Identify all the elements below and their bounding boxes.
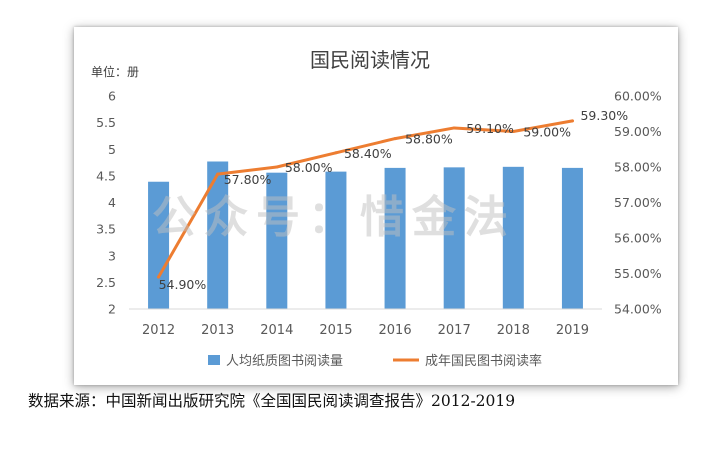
bar-2018 xyxy=(502,166,524,309)
left-tick-label: 5.5 xyxy=(96,115,116,130)
line-data-label: 58.40% xyxy=(344,146,392,161)
x-axis-ticks: 2012 2013 2014 2015 2016 2017 2018 2019 xyxy=(142,323,589,338)
x-tick-label: 2017 xyxy=(438,323,471,338)
line-point-2018 xyxy=(511,130,515,133)
line-point-2012 xyxy=(157,275,161,279)
right-tick-label: 55.00% xyxy=(614,266,662,281)
right-tick-label: 56.00% xyxy=(614,231,662,246)
left-tick-label: 3.5 xyxy=(96,222,116,237)
line-data-labels: 54.90% 57.80% 58.00% 58.40% 58.80% 59.10% 59.0… xyxy=(159,108,629,292)
chart-title: 国民阅读情况 xyxy=(310,48,430,72)
right-tick-label: 60.00% xyxy=(614,89,662,104)
right-axis-ticks: 60.00% 59.00% 58.00% 57.00% 56.00% 55.00% 54.0… xyxy=(614,89,662,317)
right-tick-label: 57.00% xyxy=(614,195,662,210)
x-tick-label: 2018 xyxy=(497,323,530,338)
left-tick-label: 4.5 xyxy=(96,168,116,183)
left-tick-label: 3 xyxy=(108,248,116,263)
legend-line-label: 成年国民图书阅读率 xyxy=(425,353,542,369)
line-data-label: 59.00% xyxy=(523,125,571,140)
left-tick-label: 6 xyxy=(108,89,116,104)
x-tick-label: 2019 xyxy=(556,323,589,338)
source-note: 数据来源：中国新闻出版研究院《全国国民阅读调查报告》2012-2019 xyxy=(28,392,516,410)
x-tick-label: 2015 xyxy=(319,323,352,338)
line-point-2016 xyxy=(393,137,397,141)
legend-bar-label: 人均纸质图书阅读量 xyxy=(226,354,343,369)
line-data-label: 58.00% xyxy=(285,160,333,175)
line-data-label: 59.10% xyxy=(466,121,514,136)
left-tick-label: 2.5 xyxy=(96,275,116,290)
bar-series xyxy=(148,161,583,309)
combo-chart: 国民阅读情况 单位：册 6 5.5 5 4.5 4 3.5 3 2.5 2 60.00% 59.0… xyxy=(91,48,662,369)
line-point-2015 xyxy=(334,151,338,155)
line-reading-rate xyxy=(157,119,574,279)
line-data-label: 57.80% xyxy=(224,172,272,187)
left-tick-label: 2 xyxy=(108,302,116,317)
line-data-label: 59.30% xyxy=(580,108,628,123)
legend-bar-swatch xyxy=(208,355,220,365)
left-axis-unit-label: 单位：册 xyxy=(91,64,139,79)
line-point-2014 xyxy=(275,165,279,169)
right-tick-label: 58.00% xyxy=(614,160,662,175)
bar-2017 xyxy=(443,167,465,309)
left-tick-label: 4 xyxy=(108,195,116,210)
x-tick-label: 2014 xyxy=(260,323,293,338)
bar-2016 xyxy=(384,167,406,309)
bar-2013 xyxy=(207,161,229,309)
right-tick-label: 59.00% xyxy=(614,124,662,139)
x-tick-label: 2013 xyxy=(201,323,234,338)
bar-2014 xyxy=(266,172,288,309)
legend: 人均纸质图书阅读量 成年国民图书阅读率 xyxy=(208,353,542,369)
line-data-label: 58.80% xyxy=(405,132,453,147)
line-point-2017 xyxy=(452,126,456,130)
line-point-2019 xyxy=(570,119,574,123)
x-tick-label: 2016 xyxy=(379,323,412,338)
right-tick-label: 54.00% xyxy=(614,302,662,317)
watermark-text: 公众号：惜金法 xyxy=(152,192,516,243)
bar-2015 xyxy=(325,171,347,309)
left-axis-ticks: 6 5.5 5 4.5 4 3.5 3 2.5 2 xyxy=(96,89,116,317)
line-point-2013 xyxy=(216,172,220,176)
line-data-label: 54.90% xyxy=(159,277,207,292)
bar-2019 xyxy=(561,167,583,309)
x-tick-label: 2012 xyxy=(142,323,175,338)
left-tick-label: 5 xyxy=(108,142,116,157)
bar-2012 xyxy=(148,181,170,309)
line-series xyxy=(157,119,574,279)
chart-frame: 国民阅读情况 单位：册 6 5.5 5 4.5 4 3.5 3 2.5 2 60.00% 59.0… xyxy=(74,27,678,385)
